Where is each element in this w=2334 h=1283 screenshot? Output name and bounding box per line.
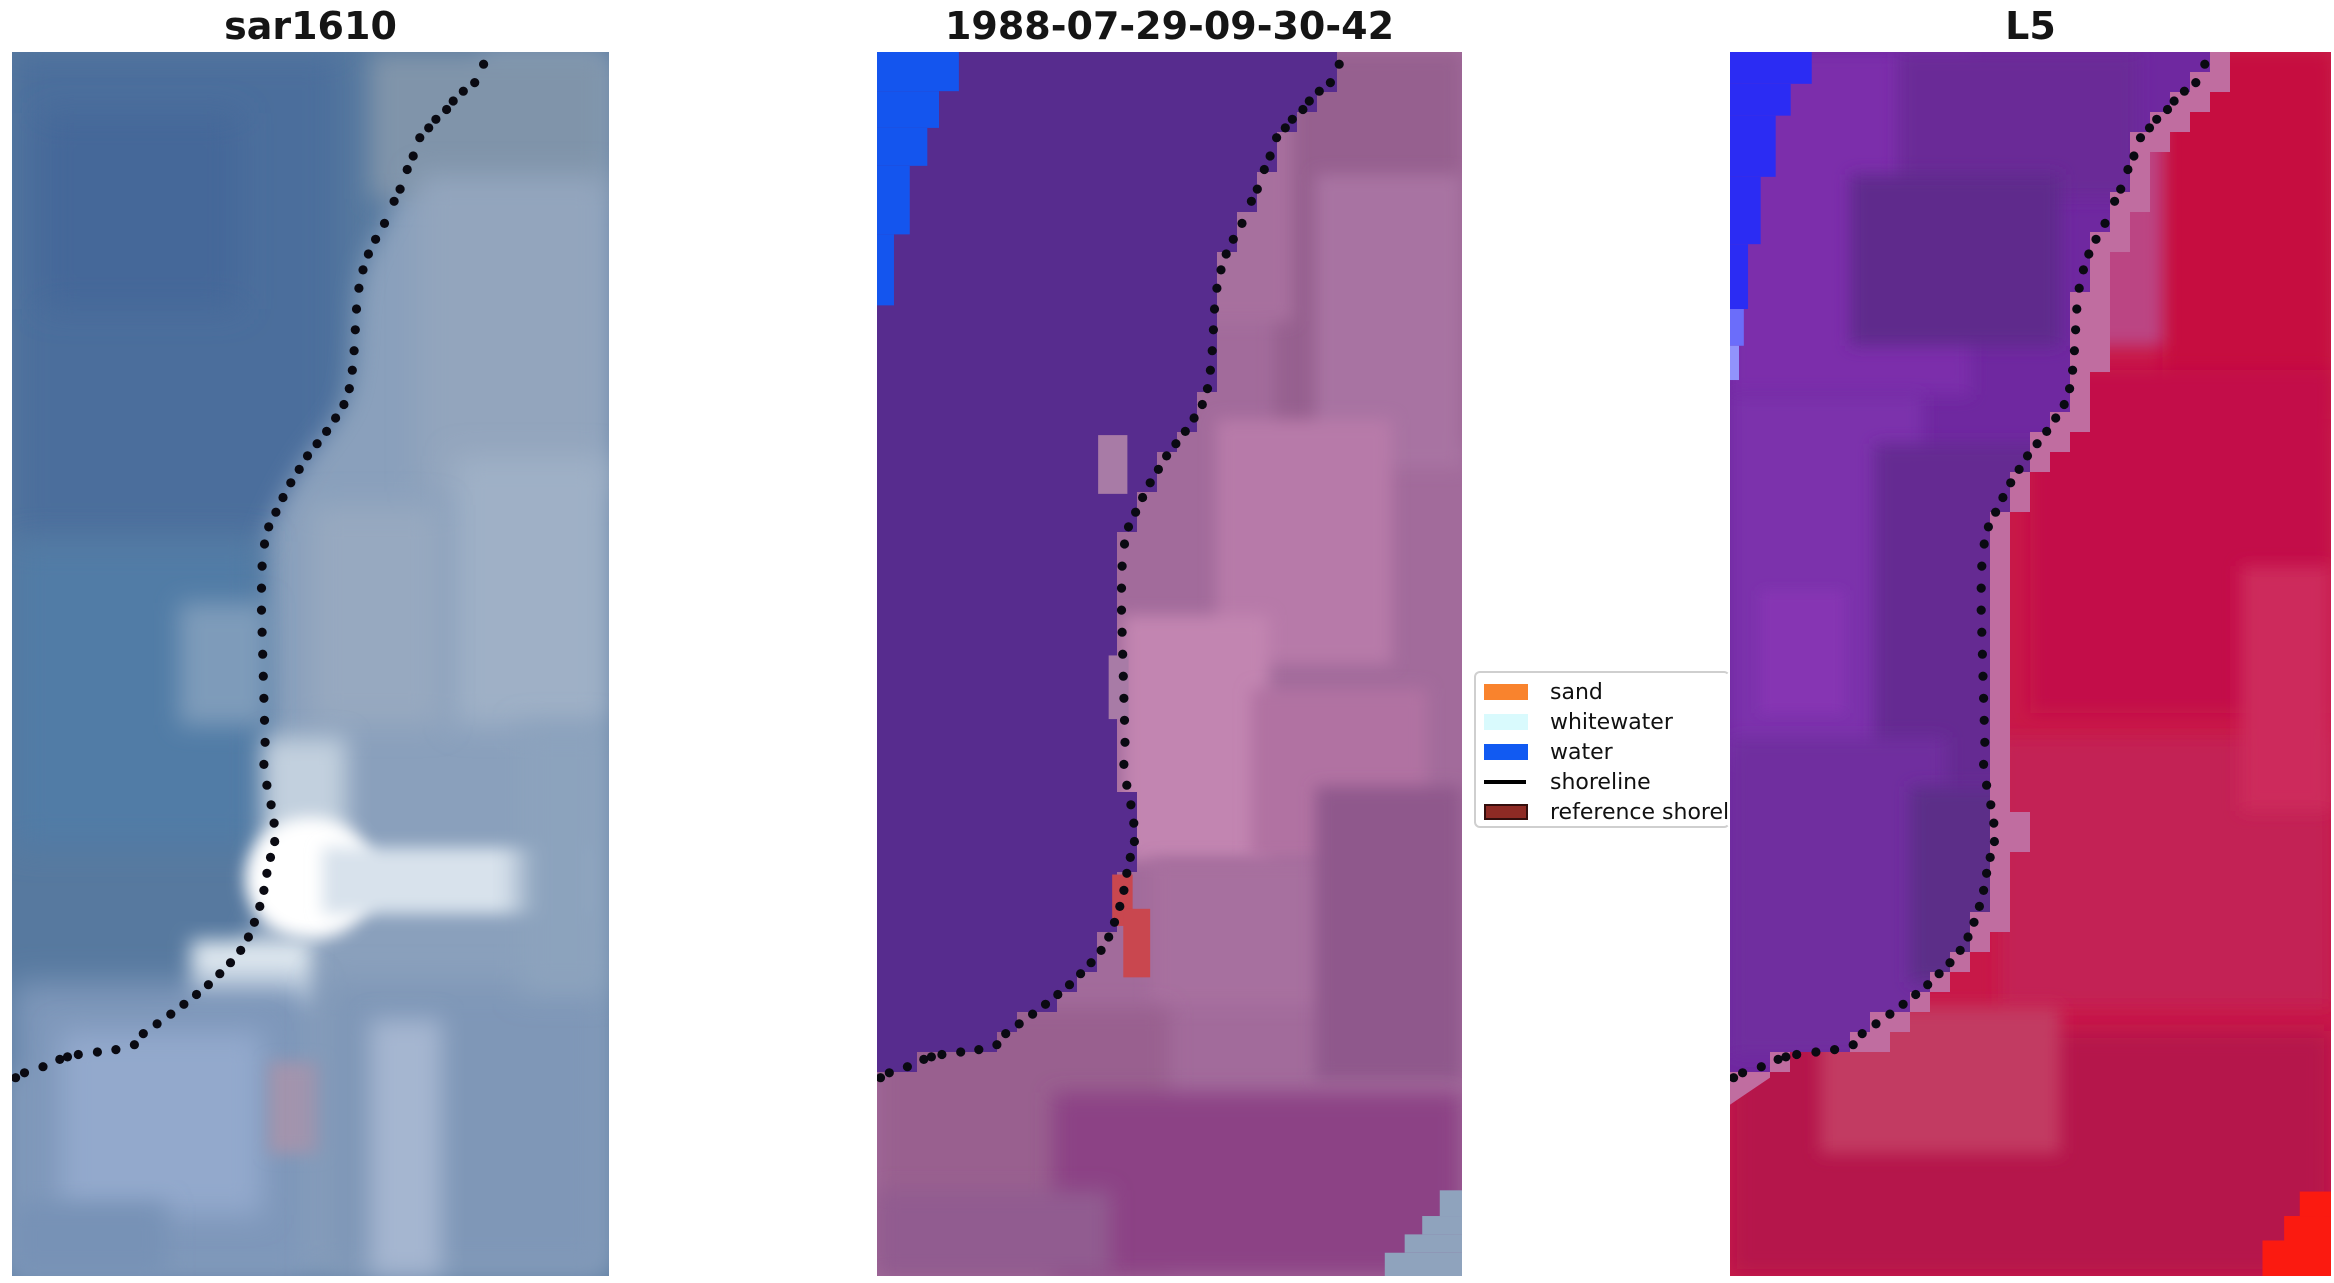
legend-box: sand whitewater water shoreline reference sh…: [1474, 671, 1730, 828]
panel-title-l5: L5: [2005, 4, 2056, 48]
legend-label: water: [1550, 739, 1613, 765]
legend-item-sand: sand: [1484, 677, 1728, 707]
legend-label: whitewater: [1550, 709, 1673, 735]
legend-swatch-patch: [1484, 714, 1528, 730]
panel-image-classified: [877, 52, 1462, 1276]
legend-item-whitewater: whitewater: [1484, 707, 1728, 737]
panel-image-sar1610: [12, 52, 609, 1276]
shoreline-dots: [1730, 59, 2210, 1083]
shoreline-dots: [12, 59, 489, 1083]
legend-swatch-patch: [1484, 684, 1528, 700]
panel-title-sar1610: sar1610: [224, 4, 397, 48]
legend-item-reference-shoreline: reference shoreline: [1484, 797, 1730, 826]
panel-image-L5: [1730, 52, 2331, 1276]
legend-label: reference shoreline: [1550, 799, 1730, 825]
panel-title-date: 1988-07-29-09-30-42: [944, 4, 1395, 48]
legend-swatch-patch: [1484, 744, 1528, 760]
legend-label: shoreline: [1550, 769, 1651, 795]
shoreline-dots: [877, 59, 1344, 1083]
legend-swatch-patch: [1484, 804, 1528, 820]
legend-item-water: water: [1484, 737, 1728, 767]
legend-item-shoreline: shoreline: [1484, 767, 1728, 797]
legend-label: sand: [1550, 679, 1603, 705]
legend-swatch-line: [1484, 780, 1526, 784]
